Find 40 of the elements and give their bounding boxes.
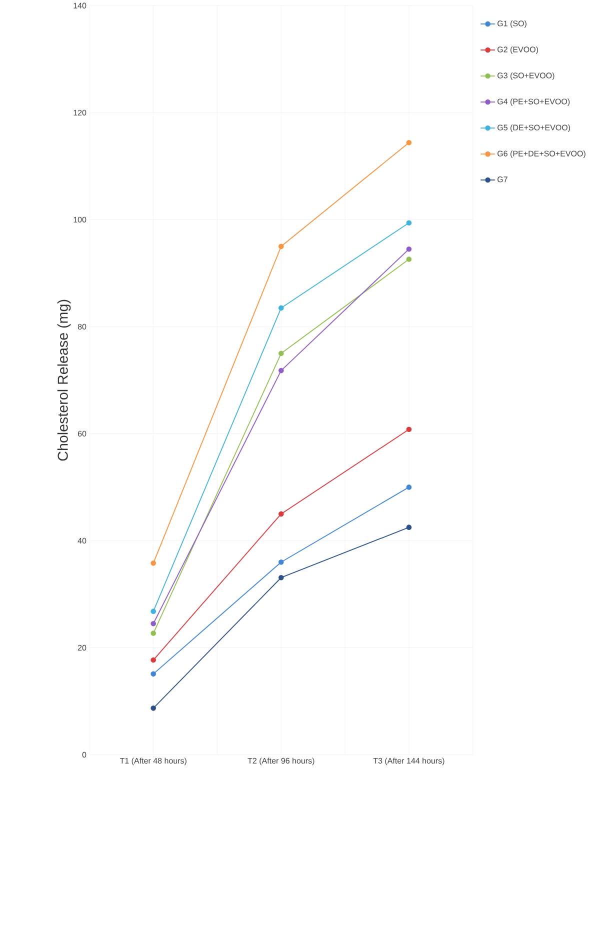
x-tick-label: T3 (After 144 hours) [373, 758, 444, 766]
y-tick-label: 100 [74, 216, 86, 222]
y-tick-label: 40 [78, 538, 86, 544]
x-tick-label: T2 (After 96 hours) [248, 758, 314, 766]
point [406, 524, 412, 530]
point [150, 560, 156, 566]
point [278, 511, 284, 517]
legend-label: G1 (SO) [497, 20, 526, 28]
legend-label: G5 (DE+SO+EVOO) [497, 124, 570, 132]
point [150, 671, 156, 677]
legend-label: G2 (EVOO) [497, 46, 538, 54]
point [406, 246, 412, 252]
point [150, 630, 156, 636]
point [150, 706, 156, 711]
point [150, 620, 156, 626]
legend-label: G7 [497, 176, 508, 182]
point [278, 350, 284, 356]
point [406, 426, 412, 432]
point [150, 608, 156, 614]
x-tick-label: T1 (After 48 hours) [120, 758, 186, 766]
y-tick-label: 20 [78, 644, 86, 651]
y-tick-label: 140 [74, 2, 86, 8]
legend-label: G4 (PE+SO+EVOO) [497, 98, 570, 106]
point [406, 220, 412, 226]
legend-label: G3 (SO+EVOO) [497, 72, 554, 80]
y-tick-label: 80 [78, 324, 86, 330]
legend-label: G6 (PE+DE+SO+EVOO) [497, 150, 586, 158]
point [406, 256, 412, 262]
point [278, 305, 284, 311]
y-axis-title: Cholesterol Release (mg) [57, 300, 71, 461]
y-tick-label: 0 [82, 752, 86, 758]
y-tick-label: 60 [78, 430, 86, 437]
point [150, 657, 156, 663]
point [278, 368, 284, 374]
point [278, 559, 284, 565]
point [278, 244, 284, 250]
y-tick-label: 120 [74, 110, 86, 116]
point [278, 574, 284, 580]
point [406, 484, 412, 490]
point [406, 140, 412, 146]
